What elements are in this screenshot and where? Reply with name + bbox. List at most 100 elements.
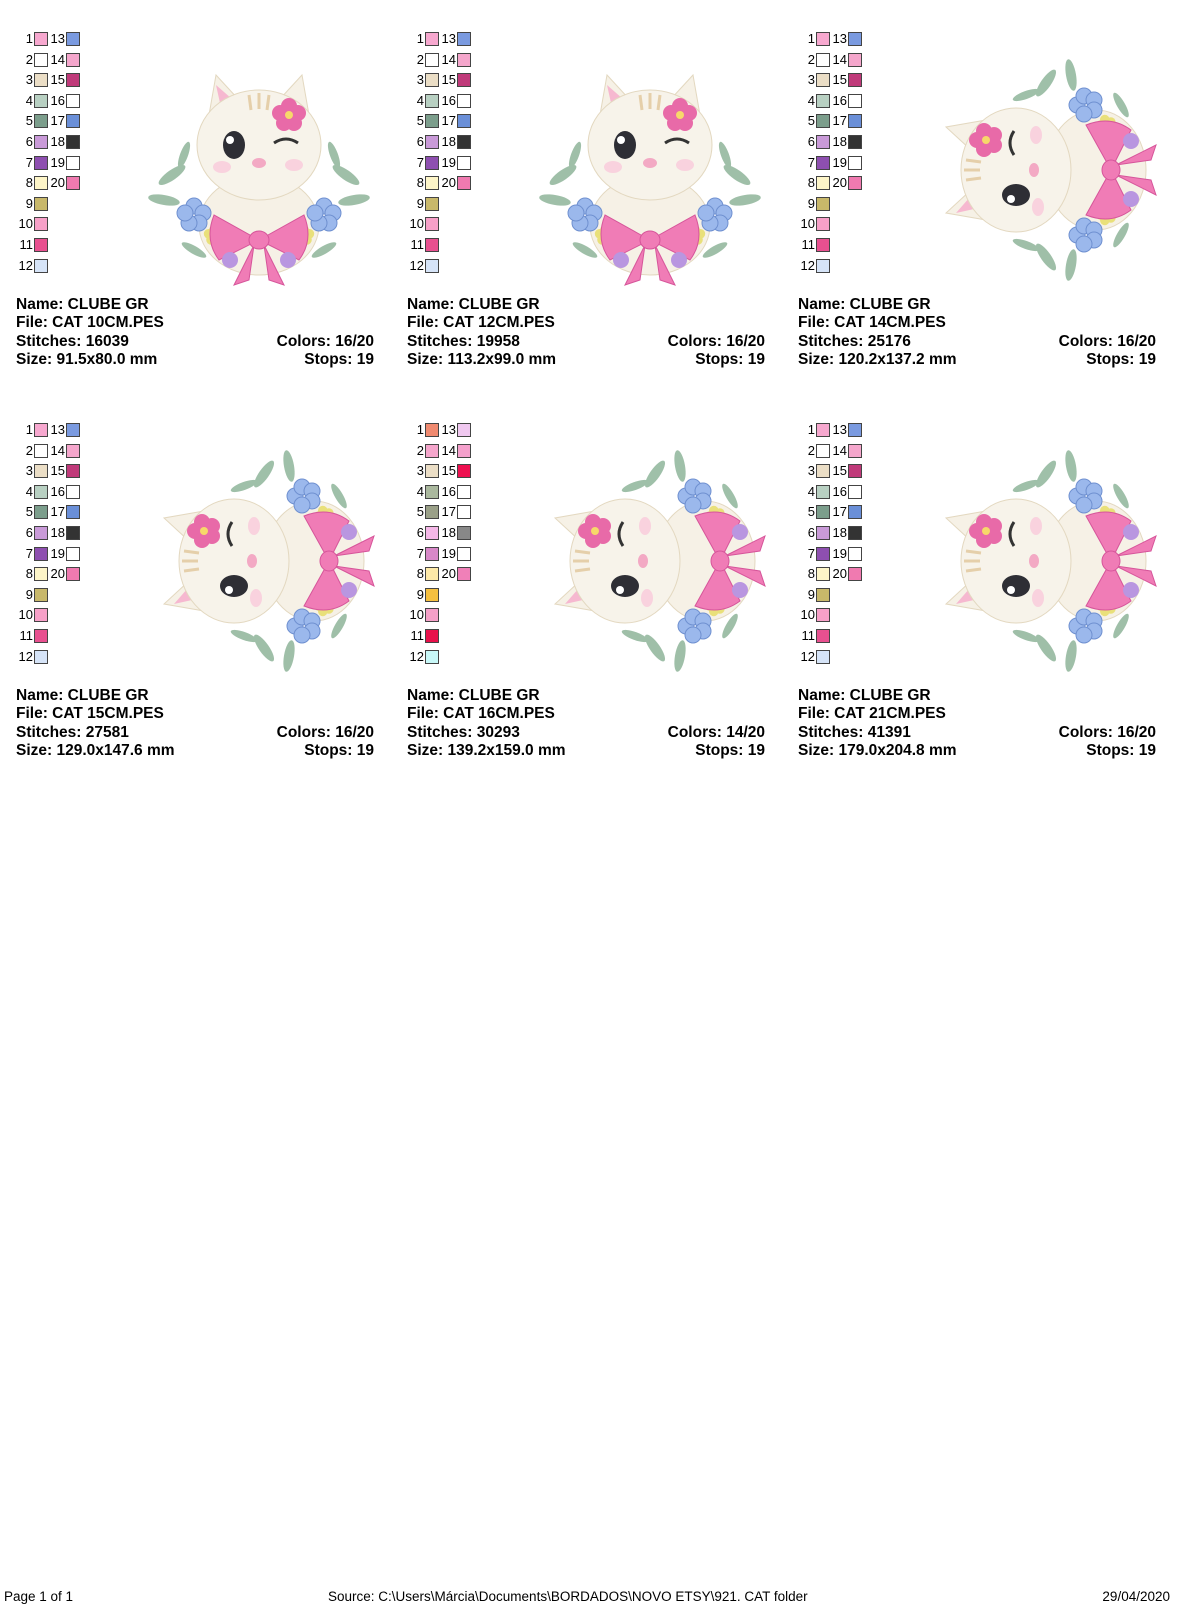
design-name: Name: CLUBE GR: [798, 687, 931, 704]
design-size: Size: 113.2x99.0 mm: [407, 351, 557, 368]
color-swatch: [816, 176, 830, 191]
color-swatch: [425, 608, 439, 623]
color-number: 2: [807, 51, 815, 67]
color-number: 20: [441, 566, 456, 582]
color-swatch: [66, 505, 80, 520]
color-number: 19: [441, 545, 456, 561]
color-number: 13: [832, 31, 847, 46]
color-number: 8: [25, 175, 33, 191]
color-count: Colors: 16/20: [1058, 333, 1156, 350]
color-swatch: [816, 484, 830, 499]
color-count: Colors: 16/20: [667, 333, 765, 350]
design-size: Size: 129.0x147.6 mm: [16, 742, 175, 759]
stitch-count: Stitches: 30293: [407, 724, 520, 741]
color-number: 16: [832, 92, 847, 108]
color-swatch: [848, 93, 862, 108]
color-number: 5: [416, 113, 424, 129]
color-swatch: [816, 114, 830, 129]
color-swatch: [425, 546, 439, 561]
color-swatch: [66, 567, 80, 582]
color-swatch: [425, 567, 439, 582]
color-swatch: [34, 608, 48, 623]
color-number: 14: [832, 442, 847, 458]
color-swatch: [848, 423, 862, 437]
color-number: 6: [25, 134, 33, 149]
color-number: 15: [50, 72, 65, 88]
design-preview: [134, 35, 384, 305]
color-swatch: [34, 217, 48, 232]
color-swatch: [425, 505, 439, 520]
stitch-count: Stitches: 16039: [16, 333, 129, 350]
color-number: 1: [807, 422, 815, 437]
color-number: 4: [807, 92, 815, 108]
color-swatch: [816, 546, 830, 561]
color-number: 12: [800, 257, 815, 273]
color-number: 20: [441, 175, 456, 191]
color-swatch: [66, 93, 80, 108]
design-preview: [525, 35, 775, 305]
color-swatch: [457, 135, 471, 149]
color-swatch: [848, 567, 862, 582]
color-number: 16: [50, 92, 65, 108]
color-number: 16: [832, 483, 847, 499]
color-swatch: [425, 238, 439, 252]
color-number: 9: [25, 586, 33, 602]
color-swatch: [66, 423, 80, 437]
color-number: 11: [19, 237, 34, 252]
design-name: Name: CLUBE GR: [407, 296, 540, 313]
color-swatch: [457, 546, 471, 561]
color-swatch: [425, 155, 439, 170]
color-swatch: [425, 93, 439, 108]
color-swatch: [34, 505, 48, 520]
color-swatch: [457, 32, 471, 46]
color-number: 7: [416, 154, 424, 170]
color-swatch: [848, 484, 862, 499]
design-file: File: CAT 14CM.PES: [798, 314, 946, 331]
color-number: 14: [832, 51, 847, 67]
color-number: 9: [416, 195, 424, 211]
color-number: 7: [416, 545, 424, 561]
print-date: 29/04/2020: [1102, 1589, 1170, 1604]
color-swatch: [425, 73, 439, 88]
color-number: 7: [807, 545, 815, 561]
color-swatch: [425, 217, 439, 232]
color-number: 4: [807, 483, 815, 499]
color-swatch: [848, 52, 862, 67]
color-number: 20: [50, 175, 65, 191]
color-number: 10: [18, 607, 33, 623]
color-number: 4: [25, 483, 33, 499]
color-number: 5: [25, 113, 33, 129]
color-number: 11: [410, 628, 425, 643]
color-swatch: [425, 526, 439, 540]
color-number: 2: [25, 442, 33, 458]
color-swatch: [34, 52, 48, 67]
color-number: 16: [50, 483, 65, 499]
color-count: Colors: 16/20: [276, 333, 374, 350]
color-swatch: [816, 526, 830, 540]
color-swatch: [425, 649, 439, 664]
color-swatch: [425, 52, 439, 67]
color-number: 8: [416, 566, 424, 582]
color-swatch: [457, 155, 471, 170]
stop-count: Stops: 19: [1086, 351, 1156, 368]
color-swatch: [816, 238, 830, 252]
color-swatch: [816, 567, 830, 582]
color-number: 17: [50, 113, 65, 129]
color-number: 8: [416, 175, 424, 191]
color-swatch: [34, 135, 48, 149]
color-number: 8: [25, 566, 33, 582]
color-number: 20: [832, 175, 847, 191]
design-card: 1 2 3 4 5 6 7 8 9 10 11 12 13 14 15 16 17 18 19 20 Name: CLU…: [16, 421, 407, 801]
design-name: Name: CLUBE GR: [407, 687, 540, 704]
color-number: 5: [416, 504, 424, 520]
color-number: 1: [25, 422, 33, 437]
color-swatch: [66, 176, 80, 191]
color-swatch: [425, 114, 439, 129]
color-swatch: [425, 629, 439, 643]
color-swatch: [457, 73, 471, 88]
color-number: 17: [832, 504, 847, 520]
color-number: 6: [416, 134, 424, 149]
color-number: 13: [832, 422, 847, 437]
color-number: 15: [441, 463, 456, 479]
color-swatch: [34, 423, 48, 437]
